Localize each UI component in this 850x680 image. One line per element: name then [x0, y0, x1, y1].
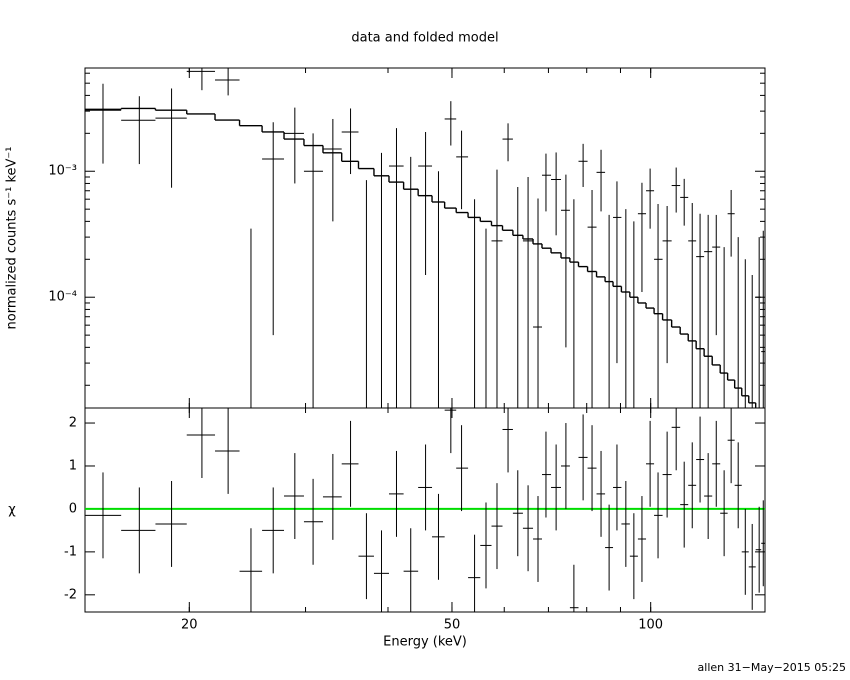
y-tick-label: 2 [69, 416, 77, 431]
y-tick-label: 1 [69, 458, 77, 473]
chart-title: data and folded model [351, 31, 498, 46]
y-tick-label: -1 [64, 544, 77, 559]
x-tick-label: 100 [638, 618, 663, 633]
y-tick-label: 10⁻⁴ [48, 290, 77, 305]
y-tick-label: -2 [64, 587, 77, 602]
x-tick-label: 20 [181, 618, 198, 633]
plot-area [85, 408, 765, 612]
x-axis-label: Energy (keV) [383, 635, 467, 650]
plot-area [85, 68, 765, 408]
y-axis-label: normalized counts s⁻¹ keV⁻¹ [5, 147, 20, 330]
y-tick-label: 10⁻³ [48, 164, 77, 179]
plot-frame [84, 67, 766, 409]
x-tick-label: 50 [444, 618, 461, 633]
y-tick-label: 0 [69, 501, 77, 516]
footer: allen 31−May−2015 05:25 [698, 661, 846, 674]
plot-frame [84, 407, 766, 613]
y-axis-label: χ [8, 503, 16, 518]
